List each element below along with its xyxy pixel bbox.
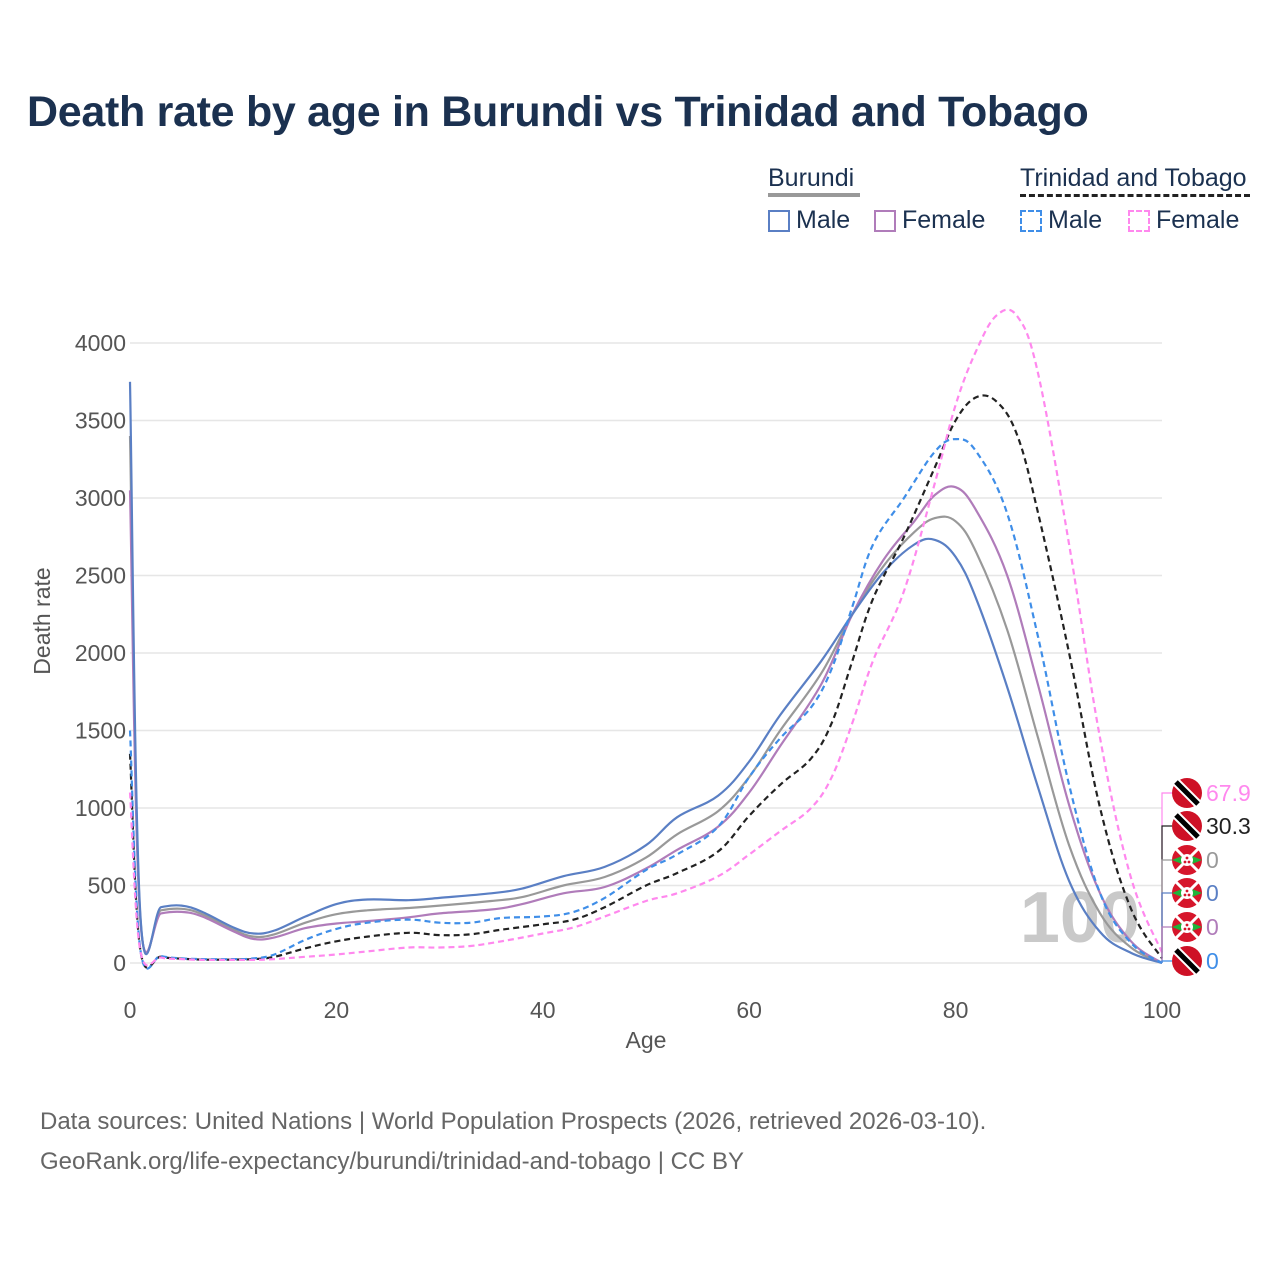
legend-trinidad: Trinidad and Tobago Male Female (1020, 160, 1270, 240)
end-labels: 67.9 30.3 0 0 0 0 (1161, 778, 1251, 976)
legend-burundi-female-label: Female (902, 206, 986, 234)
legend-trinidad-male-label: Male (1048, 206, 1103, 234)
x-tick-labels: 0 20 40 60 80 100 (124, 997, 1182, 1023)
end-badge-burundi-total: 0 (1161, 845, 1219, 963)
x-tick-40: 40 (530, 997, 556, 1023)
legend-swatch-dashed-blue (1020, 209, 1042, 232)
y-tick-4000: 4000 (75, 330, 126, 356)
legend-burundi-male[interactable]: Male (768, 206, 850, 235)
end-badge-burundi-male: 0 (1161, 878, 1219, 963)
end-value-label: 0 (1206, 847, 1219, 873)
series-line-trinidad-and-tobago-female[interactable] (128, 308, 1164, 967)
y-tick-3000: 3000 (75, 485, 126, 511)
end-badge-trinidad-and-tobago-male: 0 (1161, 946, 1219, 976)
grid-lines (130, 342, 1162, 964)
legend-trinidad-male[interactable]: Male (1020, 206, 1102, 235)
x-tick-80: 80 (943, 997, 969, 1023)
end-value-label: 0 (1206, 948, 1219, 974)
series-lines (128, 308, 1164, 970)
series-line-trinidad-and-tobago-total[interactable] (128, 394, 1163, 969)
end-value-label: 0 (1206, 880, 1219, 906)
y-tick-labels: 0 500 1000 1500 2000 2500 3000 3500 4000 (75, 330, 126, 976)
end-badge-trinidad-and-tobago-female: 67.9 (1161, 778, 1251, 953)
legend-burundi-female[interactable]: Female (874, 206, 985, 235)
legend-trinidad-female[interactable]: Female (1128, 206, 1239, 235)
legend-swatch-solid-purple (874, 209, 896, 232)
y-tick-0: 0 (113, 950, 126, 976)
y-tick-2500: 2500 (75, 563, 126, 589)
series-line-burundi-female[interactable] (128, 485, 1163, 964)
series-line-burundi-male[interactable] (128, 381, 1163, 965)
x-tick-60: 60 (736, 997, 762, 1023)
x-tick-0: 0 (124, 997, 137, 1023)
x-tick-100: 100 (1143, 997, 1181, 1023)
x-tick-20: 20 (324, 997, 350, 1023)
end-value-label: 30.3 (1206, 813, 1251, 839)
legend-burundi-underline (768, 193, 860, 197)
end-value-label: 0 (1206, 914, 1219, 940)
legend-burundi: Burundi Male Female (768, 160, 998, 240)
legend-trinidad-female-label: Female (1156, 206, 1240, 234)
legend-trinidad-underline (1020, 194, 1250, 197)
y-tick-3500: 3500 (75, 408, 126, 434)
y-tick-500: 500 (88, 873, 126, 899)
year-watermark: 100 (1020, 878, 1140, 958)
x-axis-label: Age (626, 1027, 667, 1053)
y-tick-1500: 1500 (75, 718, 126, 744)
series-line-burundi-total[interactable] (128, 435, 1163, 964)
legend-trinidad-title: Trinidad and Tobago (1020, 164, 1247, 192)
legend-burundi-male-label: Male (796, 206, 851, 234)
end-badge-burundi-female: 0 (1161, 912, 1219, 963)
y-tick-1000: 1000 (75, 795, 126, 821)
footer-link[interactable]: GeoRank.org/life-expectancy/burundi/trin… (40, 1148, 744, 1175)
footer-sources: Data sources: United Nations | World Pop… (40, 1108, 987, 1135)
legend-burundi-title: Burundi (768, 164, 855, 192)
legend-swatch-solid-blue (768, 209, 790, 232)
end-badge-trinidad-and-tobago-total: 30.3 (1161, 811, 1251, 959)
y-tick-2000: 2000 (75, 640, 126, 666)
chart-title: Death rate by age in Burundi vs Trinidad… (27, 88, 1089, 136)
series-line-trinidad-and-tobago-male[interactable] (128, 437, 1163, 970)
legend-swatch-dashed-pink (1128, 209, 1150, 232)
end-value-label: 67.9 (1206, 780, 1251, 806)
y-axis-label: Death rate (29, 567, 55, 674)
